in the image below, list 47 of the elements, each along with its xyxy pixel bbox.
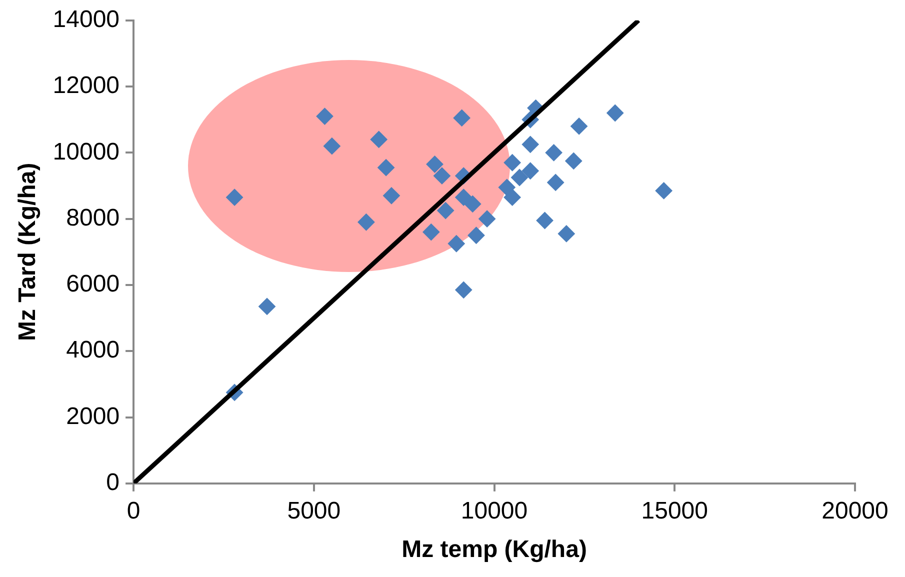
point bbox=[226, 188, 244, 206]
x-tick-label: 20000 bbox=[822, 497, 888, 524]
point bbox=[464, 195, 482, 212]
y-tick-label: 8000 bbox=[66, 204, 120, 232]
point bbox=[606, 104, 624, 122]
point bbox=[498, 178, 516, 196]
point bbox=[655, 182, 672, 200]
point bbox=[258, 298, 276, 315]
y-tick-label: 2000 bbox=[66, 402, 120, 430]
x-tick-label: 15000 bbox=[641, 497, 708, 524]
point bbox=[504, 188, 521, 206]
x-tick-label: 10000 bbox=[460, 497, 528, 524]
point bbox=[455, 281, 472, 298]
point bbox=[478, 210, 496, 228]
y-tick-label: 14000 bbox=[52, 6, 120, 34]
point bbox=[448, 235, 465, 252]
y-tick-label: 6000 bbox=[66, 270, 120, 298]
point bbox=[468, 226, 485, 244]
point bbox=[536, 212, 554, 229]
y-axis-title: Mz Tard (Kg/ha) bbox=[14, 162, 42, 342]
point bbox=[422, 224, 440, 241]
x-tick-label: 0 bbox=[126, 497, 140, 524]
point bbox=[433, 167, 450, 184]
point bbox=[565, 152, 582, 170]
point bbox=[545, 144, 562, 162]
point bbox=[323, 138, 340, 155]
point bbox=[504, 154, 521, 172]
y-tick-label: 0 bbox=[106, 469, 120, 496]
y-tick-label: 4000 bbox=[66, 336, 120, 364]
x-axis-title: Mz temp (Kg/ha) bbox=[402, 536, 587, 564]
point bbox=[570, 118, 588, 135]
point bbox=[558, 225, 575, 242]
point bbox=[358, 214, 375, 231]
point bbox=[437, 202, 454, 220]
point bbox=[378, 159, 395, 176]
point bbox=[547, 174, 564, 191]
x-tick-label: 5000 bbox=[287, 497, 341, 524]
point bbox=[511, 168, 528, 186]
point bbox=[316, 108, 334, 125]
y-tick-label: 10000 bbox=[52, 138, 120, 166]
point bbox=[382, 187, 400, 204]
point bbox=[370, 130, 388, 148]
point bbox=[453, 109, 470, 126]
point bbox=[522, 136, 539, 153]
y-tick-label: 12000 bbox=[52, 72, 120, 100]
point bbox=[426, 156, 444, 173]
point bbox=[522, 162, 539, 180]
